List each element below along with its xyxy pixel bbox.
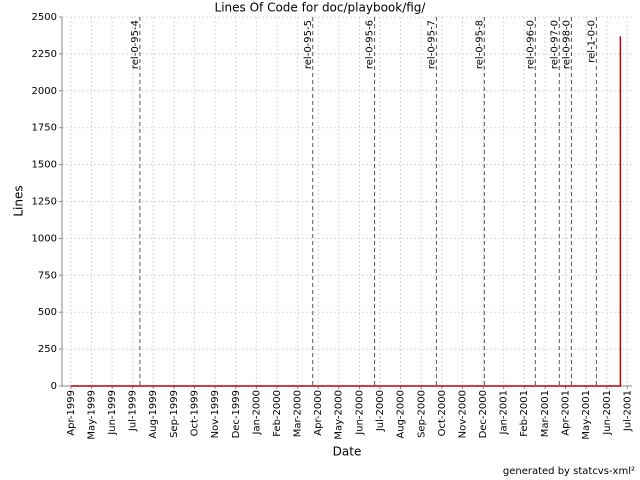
x-tick-label: May-1999 [86,390,97,440]
x-tick-label: Sep-2000 [416,390,427,438]
y-tick-label: 1750 [32,123,57,134]
x-tick-label: Mar-2001 [540,390,551,437]
x-tick-label: Jun-2001 [602,390,613,436]
x-tick-label: May-2001 [581,390,592,440]
x-tick-label: Apr-2000 [313,390,324,436]
x-tick-label: Jun-2000 [354,390,365,436]
x-tick-label: Jul-1999 [128,390,139,432]
y-tick-label: 0 [51,381,57,392]
x-tick-label: Dec-1999 [231,390,242,438]
y-tick-label: 2250 [32,49,57,60]
x-tick-label: Feb-2001 [519,390,530,437]
release-label: rel-0-97-0 [549,20,560,69]
y-tick-label: 250 [38,344,57,355]
x-tick-label: Jan-2000 [251,390,262,435]
x-tick-label: Jul-2001 [622,390,633,432]
release-label: rel-0-95-8 [474,20,485,69]
x-tick-label: Jan-2001 [499,390,510,435]
x-tick-label: Jun-1999 [107,390,118,436]
x-tick-label: Nov-2000 [457,390,468,438]
release-label: rel-0-95-6 [365,20,376,69]
release-label: rel-0-96-0 [525,20,536,69]
x-tick-label: Nov-1999 [210,390,221,438]
x-tick-label: Dec-2000 [478,390,489,438]
release-label: rel-0-95-4 [130,20,141,69]
y-tick-label: 500 [38,307,57,318]
y-tick-label: 1500 [32,160,57,171]
x-tick-label: Apr-1999 [66,390,77,436]
x-axis-title: Date [333,445,362,459]
release-label: rel-0-95-7 [426,20,437,69]
release-label: rel-1-0-0 [586,20,597,63]
y-tick-label: 2500 [32,12,57,23]
x-tick-label: Apr-2001 [560,390,571,436]
y-tick-label: 1250 [32,197,57,208]
x-tick-label: May-2000 [334,390,345,440]
x-tick-label: Aug-1999 [148,390,159,439]
x-tick-label: Oct-1999 [190,390,201,436]
y-tick-label: 1000 [32,233,57,244]
footer: generated by statcvs-xml² [503,466,635,477]
x-tick-label: Sep-1999 [169,390,180,438]
y-tick-label: 750 [38,270,57,281]
x-tick-label: Oct-2000 [437,390,448,436]
chart-title: Lines Of Code for doc/playbook/fig/ [215,1,427,15]
y-tick-label: 2000 [32,86,57,97]
y-axis-title: Lines [12,185,26,216]
release-label: rel-0-95-5 [303,20,314,69]
x-tick-label: Feb-2000 [272,390,283,437]
x-tick-label: Jul-2000 [375,390,386,432]
x-tick-label: Mar-2000 [293,390,304,437]
release-label: rel-0-98-0 [561,20,572,69]
line-series [70,36,622,387]
x-tick-label: Aug-2000 [396,390,407,439]
